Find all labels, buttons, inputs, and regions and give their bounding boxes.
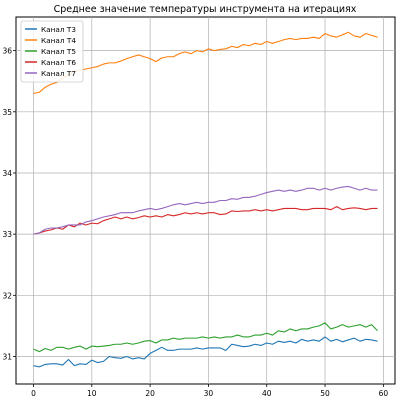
- y-tick-label: 33: [2, 230, 12, 239]
- x-tick-label: 30: [204, 389, 214, 398]
- y-tick-label: 35: [2, 108, 12, 117]
- chart-title: Среднее значение температуры инструмента…: [54, 4, 357, 15]
- x-tick-label: 60: [379, 389, 389, 398]
- series-line-3: [33, 322, 378, 353]
- legend-label: Канал Т4: [41, 36, 76, 45]
- y-tick-label: 31: [2, 352, 12, 361]
- series-line-5: [33, 185, 378, 235]
- legend-label: Канал Т5: [41, 47, 76, 56]
- tick-labels: 0 10 20 30 40 50 60 31 32 33 34 35 36: [2, 47, 388, 398]
- x-tick-label: 0: [31, 389, 36, 398]
- series-lines: [33, 31, 378, 368]
- series-line-1: [33, 336, 378, 368]
- series-line-2: [33, 31, 378, 94]
- y-tick-label: 36: [2, 47, 12, 56]
- x-tick-label: 20: [145, 389, 155, 398]
- y-tick-label: 32: [2, 291, 12, 300]
- legend-label: Канал Т3: [41, 25, 76, 34]
- y-tick-label: 34: [2, 169, 12, 178]
- legend-label: Канал Т7: [41, 69, 76, 78]
- legend-box: [20, 20, 84, 83]
- legend-label: Канал Т6: [41, 58, 76, 67]
- x-tick-label: 50: [320, 389, 330, 398]
- x-tick-label: 40: [262, 389, 272, 398]
- legend: Канал Т3 Канал Т4 Канал Т5 Канал Т6 Канал Т7: [20, 20, 84, 83]
- series-line-4: [33, 206, 378, 235]
- x-tick-label: 10: [87, 389, 97, 398]
